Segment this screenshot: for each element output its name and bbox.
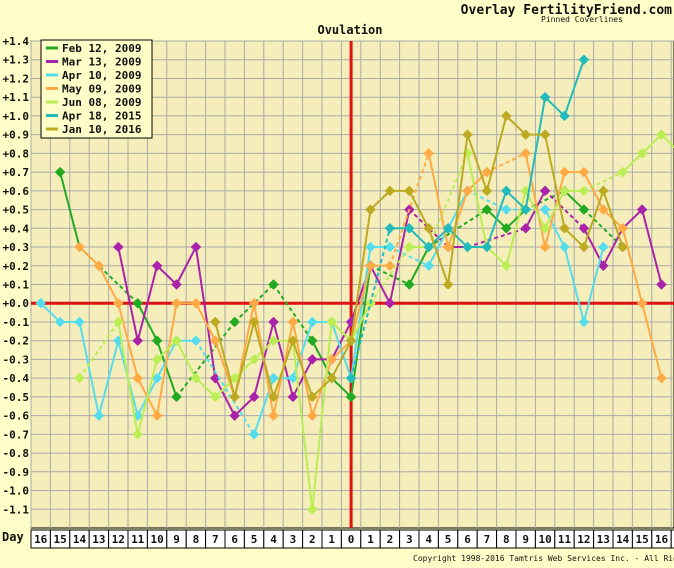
y-tick-label: +1.4	[3, 35, 30, 48]
y-tick-label: +0.3	[3, 241, 30, 254]
x-tick-label: 11	[558, 533, 572, 546]
legend-label: Apr 18, 2015	[62, 110, 141, 123]
x-tick-label: 8	[193, 533, 200, 546]
y-tick-label: -0.4	[3, 372, 30, 385]
x-tick-label: 0	[348, 533, 355, 546]
x-tick-label: 8	[503, 533, 510, 546]
x-tick-label: 12	[112, 533, 125, 546]
y-tick-label: +0.1	[3, 279, 30, 292]
legend-label: Jun 08, 2009	[62, 96, 141, 109]
y-tick-label: +0.5	[3, 204, 30, 217]
y-tick-label: -0.5	[3, 391, 30, 404]
x-tick-label: 10	[150, 533, 163, 546]
x-tick-label: 11	[131, 533, 145, 546]
y-tick-label: -0.6	[3, 410, 30, 423]
x-tick-label: 13	[597, 533, 610, 546]
y-tick-label: +1.2	[3, 72, 30, 85]
x-tick-label: 1	[328, 533, 335, 546]
site-subtitle: Pinned Coverlines	[541, 15, 623, 24]
x-tick-label: 6	[464, 533, 471, 546]
y-tick-label: +1.0	[3, 110, 30, 123]
legend-label: May 09, 2009	[62, 83, 141, 96]
x-tick-label: 1	[367, 533, 374, 546]
x-tick-label: 13	[92, 533, 105, 546]
y-tick-label: -1.1	[3, 503, 30, 516]
x-tick-label: 15	[635, 533, 648, 546]
y-tick-label: +0.8	[3, 147, 30, 160]
x-tick-label: 5	[251, 533, 258, 546]
y-tick-label: -0.3	[3, 353, 30, 366]
x-tick-label: 14	[616, 533, 630, 546]
x-tick-label: 3	[290, 533, 297, 546]
legend-label: Jan 10, 2016	[62, 123, 142, 136]
y-tick-label: +0.4	[3, 222, 30, 235]
x-tick-label: 16	[655, 533, 669, 546]
y-tick-label: -0.2	[3, 335, 30, 348]
x-tick-label: 5	[445, 533, 452, 546]
y-tick-label: +1.1	[3, 91, 30, 104]
y-tick-label: +0.2	[3, 260, 30, 273]
x-tick-label: 4	[270, 533, 277, 546]
x-tick-label: 2	[309, 533, 316, 546]
y-tick-label: +0.6	[3, 185, 30, 198]
x-tick-label: 12	[577, 533, 590, 546]
x-tick-label: 4	[425, 533, 432, 546]
x-tick-label: 14	[73, 533, 87, 546]
legend-label: Mar 13, 2009	[62, 56, 141, 69]
y-tick-label: +0.0	[3, 297, 30, 310]
y-tick-label: -1.0	[3, 485, 30, 498]
y-tick-label: -0.1	[3, 316, 30, 329]
copyright: Copyright 1998-2016 Tamtris Web Services…	[413, 554, 674, 563]
x-tick-label: 7	[484, 533, 491, 546]
x-tick-label: 16	[34, 533, 48, 546]
x-tick-label: 3	[406, 533, 413, 546]
x-tick-label: 10	[538, 533, 551, 546]
x-tick-label: 15	[53, 533, 66, 546]
x-tick-label: 7	[212, 533, 219, 546]
y-tick-label: +0.7	[3, 166, 30, 179]
legend-label: Apr 10, 2009	[62, 69, 141, 82]
legend-label: Feb 12, 2009	[62, 42, 141, 55]
x-tick-label: 2	[387, 533, 394, 546]
y-tick-label: -0.9	[3, 466, 30, 479]
chart-title: Ovulation	[317, 23, 382, 37]
y-tick-label: +0.9	[3, 129, 30, 142]
y-tick-label: -0.7	[3, 428, 30, 441]
x-tick-label: 6	[231, 533, 238, 546]
x-tick-label: 9	[522, 533, 529, 546]
y-tick-label: +1.3	[3, 54, 30, 67]
y-tick-label: -0.8	[3, 447, 30, 460]
x-tick-label: 9	[173, 533, 180, 546]
x-axis-title: Day	[2, 530, 24, 544]
